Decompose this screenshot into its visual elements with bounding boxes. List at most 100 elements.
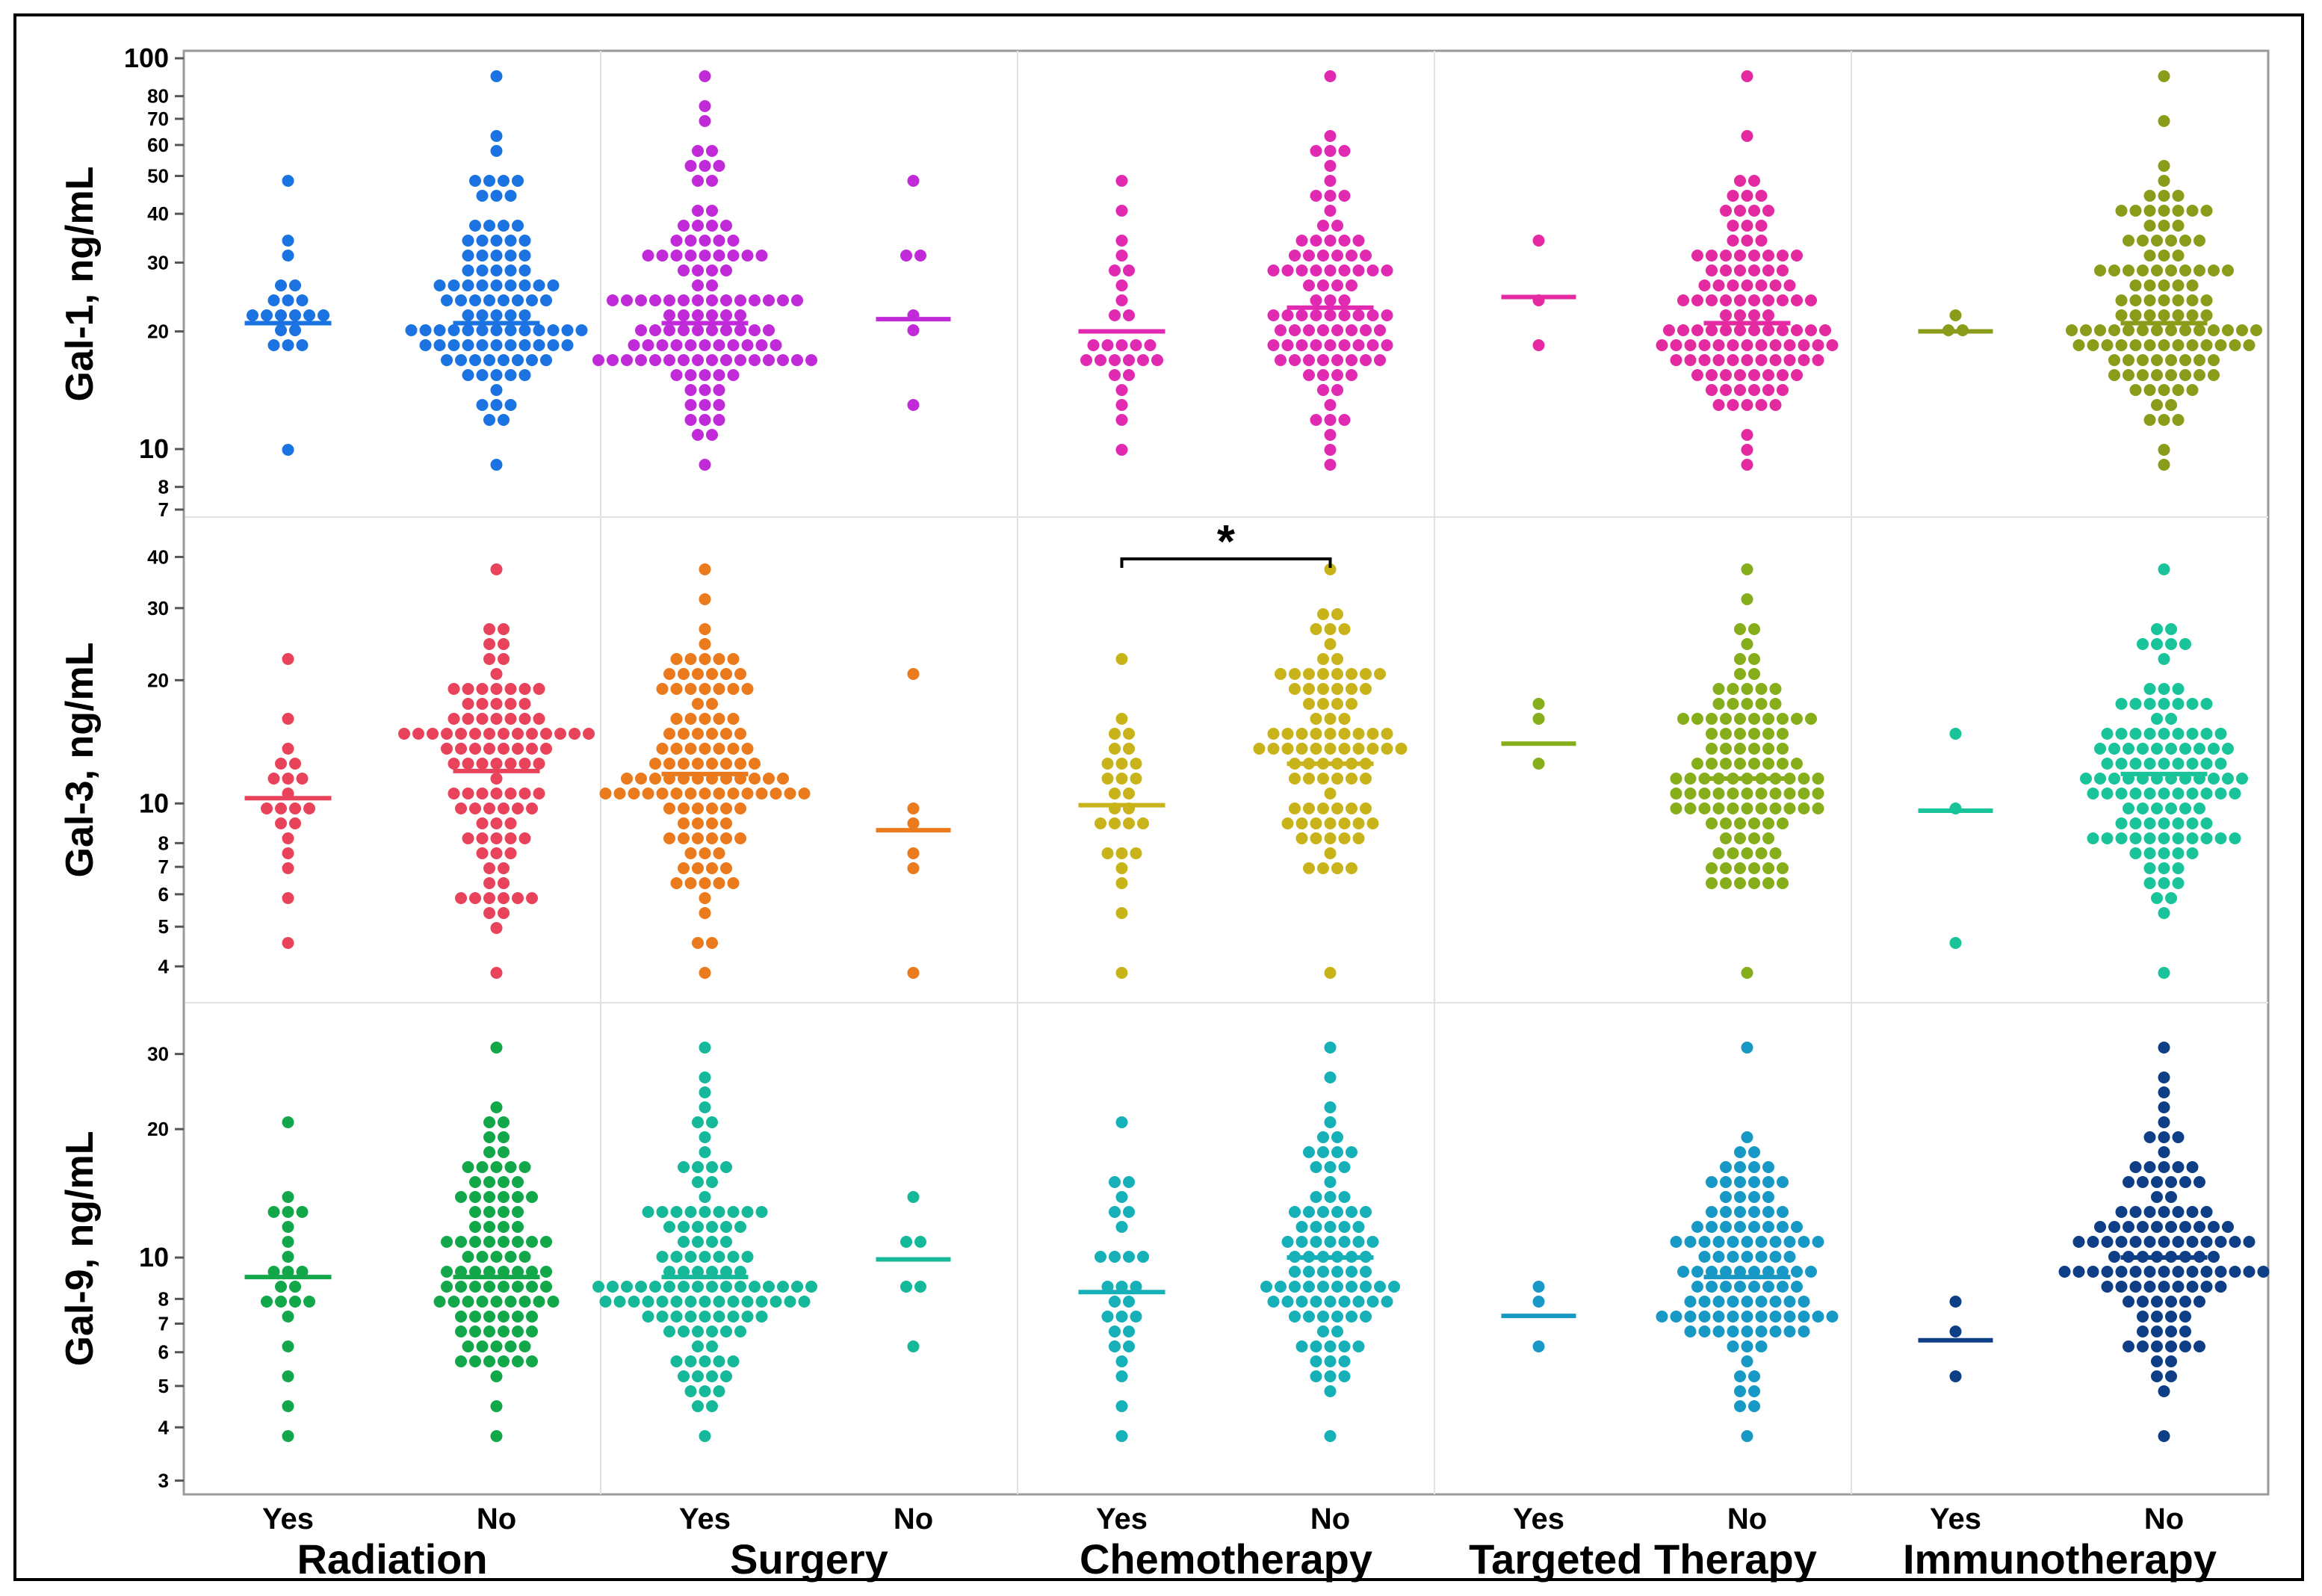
data-point [1331, 384, 1343, 396]
data-point [2165, 235, 2177, 247]
data-point [512, 1191, 524, 1203]
data-point [2129, 1281, 2142, 1293]
data-point [547, 279, 560, 291]
data-point [476, 1340, 489, 1352]
data-point [296, 294, 309, 306]
data-point [755, 250, 768, 262]
data-point [1295, 817, 1308, 829]
data-point [1777, 324, 1789, 336]
data-point [490, 279, 503, 291]
data-point [1295, 265, 1308, 276]
data-point [547, 324, 560, 336]
data-point [2087, 832, 2099, 844]
data-point [692, 1266, 704, 1278]
data-point [2222, 743, 2234, 755]
data-point [2115, 1266, 2128, 1278]
data-point [1791, 1221, 1803, 1233]
data-point [490, 399, 503, 411]
data-point [1670, 802, 1682, 814]
data-point [2115, 1281, 2128, 1293]
data-point [1670, 354, 1682, 366]
data-point [684, 1311, 697, 1323]
data-point [670, 653, 683, 665]
data-point [1670, 1311, 1682, 1323]
data-point [699, 250, 711, 262]
data-point [699, 1086, 711, 1098]
y-tick-label: 5 [158, 915, 169, 938]
data-point [498, 1326, 510, 1337]
data-point [670, 250, 683, 262]
data-point [2158, 1146, 2170, 1158]
data-point [2137, 1311, 2149, 1323]
data-point [1712, 339, 1725, 351]
data-point [1289, 250, 1301, 262]
data-point [1684, 802, 1697, 814]
data-point [2151, 1355, 2163, 1367]
data-point [512, 1355, 524, 1367]
data-point [1812, 1236, 1824, 1248]
data-point [289, 324, 301, 336]
data-point [583, 728, 595, 740]
data-point [1346, 1266, 1357, 1278]
data-point [462, 279, 474, 291]
data-point [1777, 817, 1789, 829]
data-point [1762, 294, 1774, 306]
data-point [763, 294, 775, 306]
data-point [476, 832, 489, 844]
data-point [720, 802, 732, 814]
x-category-label: Yes [679, 1503, 731, 1535]
data-point [476, 1251, 489, 1263]
data-point [1734, 369, 1746, 381]
data-point [684, 1385, 697, 1397]
data-point [663, 1326, 675, 1337]
data-point [1317, 1146, 1329, 1158]
data-point [727, 1206, 740, 1218]
data-point [1748, 1176, 1760, 1188]
data-point [498, 1206, 510, 1218]
data-point [1331, 698, 1343, 710]
data-point [2193, 1296, 2205, 1308]
data-point [1791, 1266, 1803, 1278]
data-point [1769, 802, 1782, 814]
data-point [267, 1206, 280, 1218]
data-point [441, 728, 453, 740]
data-point [1275, 1281, 1287, 1293]
data-point [1826, 339, 1839, 351]
data-point [1532, 698, 1545, 710]
data-point [1720, 1221, 1732, 1233]
data-point [2137, 354, 2149, 366]
data-point [2158, 160, 2170, 172]
y-tick-label: 100 [124, 43, 169, 73]
data-point [498, 1266, 510, 1278]
data-point [1777, 877, 1789, 889]
data-point [1755, 683, 1768, 695]
data-point [1748, 294, 1760, 306]
y-tick-label: 70 [147, 108, 169, 130]
data-point [2143, 847, 2156, 859]
data-point [2193, 354, 2205, 366]
y-tick-label: 5 [158, 1375, 169, 1397]
data-point [2179, 354, 2191, 366]
data-point [512, 1176, 524, 1188]
data-point [498, 1281, 510, 1293]
data-point [504, 279, 517, 291]
data-point [1324, 1236, 1337, 1248]
data-point [469, 1311, 481, 1323]
data-point [1734, 1176, 1746, 1188]
data-point [1381, 743, 1393, 755]
data-point [1698, 1326, 1711, 1337]
data-point [282, 294, 294, 306]
data-point [518, 1340, 531, 1352]
data-point [2151, 1326, 2163, 1337]
data-point [483, 638, 495, 650]
data-point [1741, 683, 1753, 695]
data-point [2236, 773, 2248, 785]
data-point [2129, 339, 2142, 351]
data-point [670, 1206, 683, 1218]
data-point [1366, 339, 1379, 351]
data-point [1777, 1281, 1789, 1293]
data-point [1762, 1161, 1774, 1173]
data-point [1777, 713, 1789, 725]
data-point [1720, 265, 1732, 276]
data-point [2101, 832, 2114, 844]
